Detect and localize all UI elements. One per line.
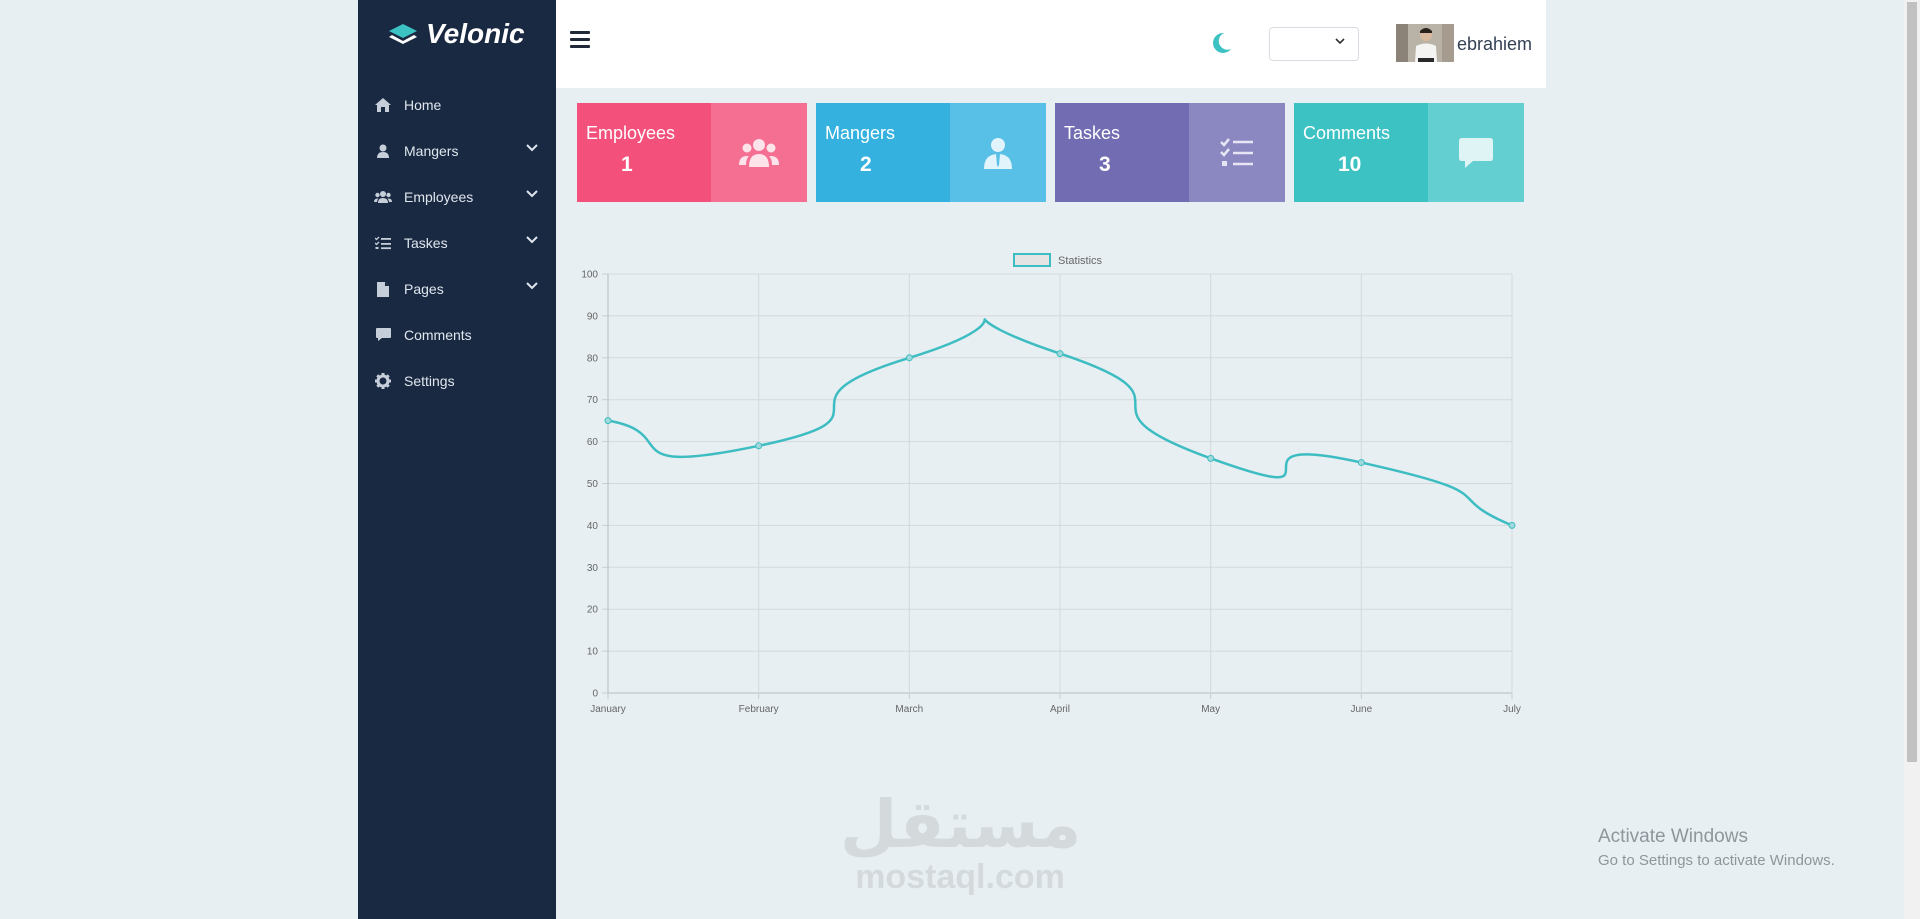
- sidebar-item-employees[interactable]: Employees: [358, 174, 556, 220]
- y-tick-label: 70: [587, 395, 599, 406]
- y-tick-label: 20: [587, 605, 599, 616]
- sidebar: Velonic Home Mangers Employees: [358, 0, 556, 919]
- scrollbar-thumb[interactable]: [1907, 2, 1917, 762]
- card-label: Taskes: [1064, 123, 1121, 143]
- gear-icon: [374, 372, 392, 390]
- data-point: [1056, 350, 1064, 358]
- sidebar-item-label: Home: [404, 97, 442, 113]
- data-point: [1207, 454, 1215, 462]
- data-point: [755, 442, 763, 450]
- sidebar-item-label: Comments: [404, 327, 472, 343]
- card-label: Comments: [1303, 123, 1391, 143]
- scrollbar[interactable]: [1904, 0, 1920, 919]
- x-tick-label: May: [1201, 704, 1220, 715]
- y-tick-label: 0: [592, 689, 598, 700]
- y-tick-label: 50: [587, 479, 599, 490]
- y-tick-label: 40: [587, 521, 599, 532]
- y-tick-label: 100: [581, 270, 598, 281]
- notice-subtitle: Go to Settings to activate Windows.: [1598, 852, 1835, 869]
- sidebar-item-label: Mangers: [404, 143, 459, 159]
- checklist-icon: [1189, 103, 1285, 202]
- avatar[interactable]: [1396, 24, 1454, 62]
- x-tick-label: March: [895, 704, 923, 715]
- stat-card-taskes[interactable]: Taskes 3: [1055, 103, 1285, 202]
- card-value: 2: [860, 153, 872, 176]
- y-tick-label: 10: [587, 647, 599, 658]
- watermark-text: mostaql.com: [855, 858, 1065, 896]
- brand-logo[interactable]: Velonic: [388, 16, 525, 52]
- sidebar-item-taskes[interactable]: Taskes: [358, 220, 556, 266]
- stat-card-employees[interactable]: Employees 1: [577, 103, 807, 202]
- sidebar-item-label: Settings: [404, 373, 455, 389]
- chevron-down-icon: [1335, 38, 1345, 45]
- chevron-down-icon: [526, 236, 538, 244]
- card-value: 10: [1338, 153, 1362, 176]
- user-name[interactable]: ebrahiem: [1457, 34, 1533, 54]
- data-point: [1357, 459, 1365, 467]
- chevron-down-icon: [526, 282, 538, 290]
- x-tick-label: January: [590, 704, 626, 715]
- sidebar-item-mangers[interactable]: Mangers: [358, 128, 556, 174]
- y-tick-label: 30: [587, 563, 599, 574]
- x-tick-label: July: [1503, 704, 1521, 715]
- sidebar-item-settings[interactable]: Settings: [358, 358, 556, 404]
- data-point: [1508, 521, 1516, 529]
- checklist-icon: [374, 234, 392, 252]
- layers-icon: [389, 24, 417, 44]
- legend-label: Statistics: [1058, 255, 1103, 267]
- card-label: Mangers: [825, 123, 896, 143]
- comment-icon: [1428, 103, 1524, 202]
- user-icon: [374, 142, 392, 160]
- users-icon: [711, 103, 807, 202]
- stat-card-comments[interactable]: Comments 10: [1294, 103, 1524, 202]
- home-icon: [374, 96, 392, 114]
- y-tick-label: 90: [587, 311, 599, 322]
- data-point: [604, 417, 612, 425]
- chevron-down-icon: [526, 144, 538, 152]
- chevron-down-icon: [526, 190, 538, 198]
- top-header: ebrahiem: [556, 0, 1546, 88]
- users-icon: [374, 188, 392, 206]
- sidebar-item-pages[interactable]: Pages: [358, 266, 556, 312]
- x-tick-label: February: [739, 704, 779, 715]
- y-tick-label: 60: [587, 437, 599, 448]
- card-value: 1: [621, 153, 633, 176]
- sidebar-item-label: Taskes: [404, 235, 448, 251]
- data-point: [905, 354, 913, 362]
- manager-icon: [950, 103, 1046, 202]
- comment-icon: [374, 326, 392, 344]
- watermark: مستقل mostaql.com: [840, 786, 1082, 896]
- watermark-arabic: مستقل: [840, 786, 1082, 863]
- sidebar-nav: Home Mangers Employees Taskes: [358, 82, 556, 404]
- sidebar-item-home[interactable]: Home: [358, 82, 556, 128]
- file-icon: [374, 280, 392, 298]
- moon-icon[interactable]: [1212, 32, 1232, 54]
- activate-windows-notice: Activate Windows Go to Settings to activ…: [1598, 826, 1835, 869]
- card-label: Employees: [586, 123, 676, 143]
- card-value: 3: [1099, 153, 1111, 176]
- stat-card-mangers[interactable]: Mangers 2: [816, 103, 1046, 202]
- language-select[interactable]: [1269, 27, 1359, 61]
- brand-name: Velonic: [426, 18, 525, 49]
- sidebar-item-comments[interactable]: Comments: [358, 312, 556, 358]
- statistics-line-chart: 0 10 20 30 40 50 60 70 80 90 100 January February Mar…: [581, 253, 1521, 715]
- sidebar-item-label: Pages: [404, 281, 444, 297]
- x-tick-label: April: [1050, 704, 1070, 715]
- x-tick-label: June: [1350, 704, 1372, 715]
- notice-title: Activate Windows: [1598, 826, 1748, 847]
- sidebar-item-label: Employees: [404, 189, 474, 205]
- y-tick-label: 80: [587, 353, 599, 364]
- hamburger-icon[interactable]: [570, 31, 590, 51]
- legend-swatch: [1013, 253, 1051, 267]
